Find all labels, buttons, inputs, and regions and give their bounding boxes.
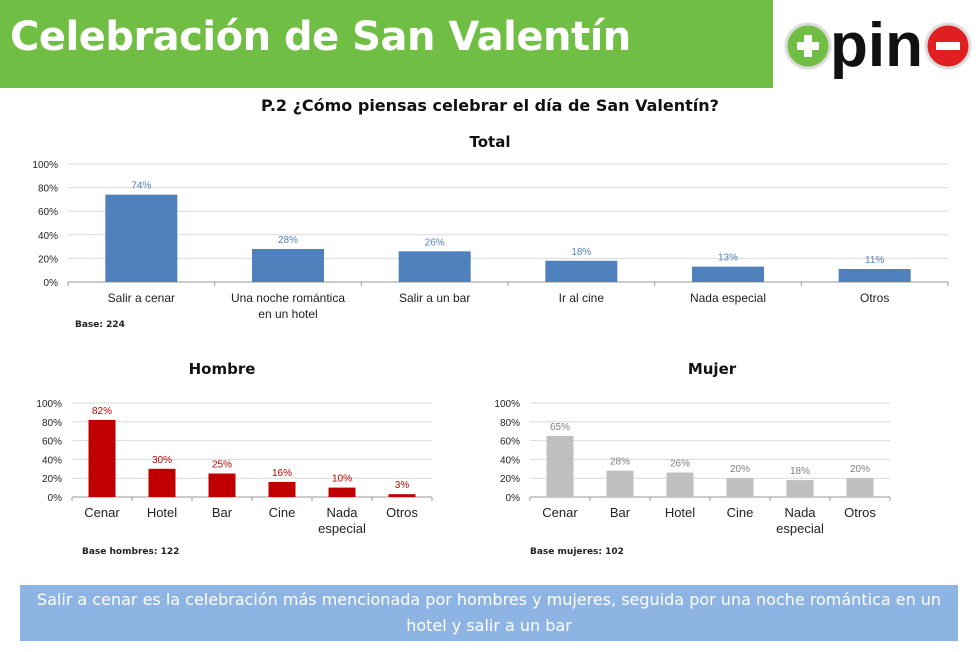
bar-mujer [726,478,754,497]
y-tick-label: 20% [38,254,58,265]
page-title: Celebración de San Valentín [10,14,631,60]
data-label: 16% [272,468,292,479]
y-tick-label: 60% [38,207,58,218]
x-category-label: Nada [784,505,816,520]
bar-total [838,269,911,282]
bar-mujer [666,472,694,497]
data-label: 26% [670,459,690,470]
y-tick-label: 80% [38,184,58,195]
data-label: 20% [850,464,870,475]
x-category-label: Una noche romántica [231,291,345,305]
x-category-label: en un hotel [258,307,317,321]
data-label: 65% [550,422,570,433]
x-category-label: Ir al cine [559,291,605,305]
opino-logo: pin [784,11,972,80]
chart-title-total: Total [469,133,511,151]
base-total: Base: 224 [75,320,125,330]
data-label: 30% [152,455,172,466]
bar-hombre [328,487,356,497]
y-tick-label: 0% [506,493,521,504]
header-banner: Celebración de San Valentín [0,0,773,88]
bar-total [252,248,324,282]
bar-mujer [606,470,634,497]
x-category-label: Otros [860,291,889,305]
x-category-label: especial [776,521,824,536]
bar-hombre [268,481,296,497]
bar-hombre [208,473,236,497]
y-tick-label: 40% [38,231,58,242]
x-category-label: Cine [727,505,754,520]
x-category-label: Cine [269,505,296,520]
data-label: 18% [571,247,591,258]
data-label: 13% [718,253,738,264]
x-category-label: Otros [844,505,876,520]
x-category-label: Otros [386,505,418,520]
x-category-label: especial [318,521,366,536]
x-category-label: Cenar [542,505,578,520]
question-title: P.2 ¿Cómo piensas celebrar el día de San… [261,96,719,115]
y-tick-label: 40% [500,455,520,466]
x-category-label: Salir a un bar [399,291,470,305]
bar-total [398,251,471,282]
bar-mujer [546,435,574,497]
y-tick-label: 40% [42,455,62,466]
data-label: 74% [131,181,151,192]
bar-total [692,266,764,282]
bar-mujer [846,478,874,497]
data-label: 28% [610,457,630,468]
data-label: 28% [278,235,298,246]
x-category-label: Hotel [147,505,177,520]
conclusion-note: Salir a cenar es la celebración más menc… [20,585,958,641]
data-label: 26% [425,237,445,248]
data-label: 10% [332,474,352,485]
x-category-label: Salir a cenar [108,291,175,305]
data-label: 18% [790,466,810,477]
y-tick-label: 80% [42,418,62,429]
data-label: 3% [395,480,410,491]
y-tick-label: 100% [36,399,62,410]
x-category-label: Hotel [665,505,695,520]
x-category-label: Nada [326,505,358,520]
bar-mujer [786,480,814,497]
data-label: 25% [212,460,232,471]
base-hombre: Base hombres: 122 [82,547,180,557]
y-tick-label: 60% [42,437,62,448]
y-tick-label: 0% [48,493,63,504]
x-category-label: Nada especial [690,291,766,305]
x-category-label: Bar [610,505,631,520]
chart-title-mujer: Mujer [687,360,737,378]
bar-hombre [388,494,416,497]
svg-text:pin: pin [830,11,923,80]
x-category-label: Cenar [84,505,120,520]
y-tick-label: 80% [500,418,520,429]
bar-total [105,194,178,282]
y-tick-label: 100% [32,160,58,171]
data-label: 82% [92,406,112,417]
bar-total [545,260,618,282]
chart-title-hombre: Hombre [188,360,256,378]
x-category-label: Bar [212,505,233,520]
bar-hombre [148,468,176,497]
y-tick-label: 0% [44,278,59,289]
y-tick-label: 20% [500,474,520,485]
bar-hombre [88,419,116,497]
y-tick-label: 60% [500,437,520,448]
y-tick-label: 20% [42,474,62,485]
data-label: 11% [865,255,884,266]
data-label: 20% [730,464,750,475]
base-mujer: Base mujeres: 102 [530,547,624,557]
y-tick-label: 100% [494,399,520,410]
